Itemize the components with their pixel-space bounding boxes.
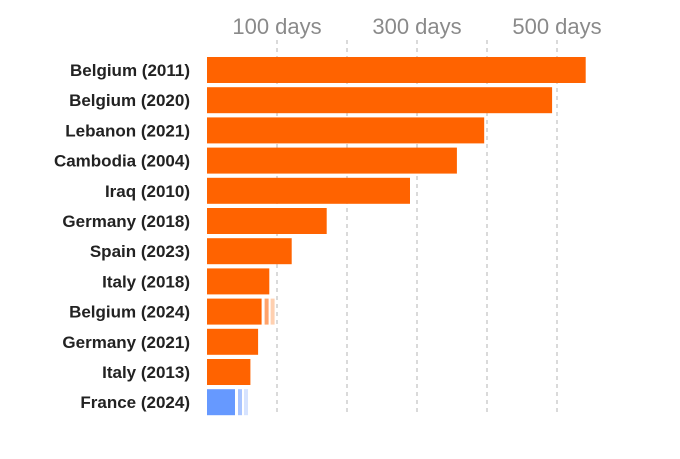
category-label: Iraq (2010) [105, 182, 190, 201]
category-label: Belgium (2011) [70, 61, 190, 80]
bar [207, 268, 270, 295]
category-label: Italy (2018) [102, 272, 190, 291]
bar [207, 238, 292, 265]
bar [207, 208, 327, 234]
bar [207, 147, 457, 174]
x-tick-label: 100 days [232, 14, 321, 39]
bar [207, 389, 235, 416]
category-label: Belgium (2020) [69, 91, 190, 110]
bar [207, 57, 586, 83]
category-label: France (2024) [80, 393, 190, 412]
bars [207, 57, 586, 416]
bar [207, 177, 410, 204]
x-tick-label: 300 days [372, 14, 461, 39]
category-label: Spain (2023) [90, 242, 190, 261]
category-label: Cambodia (2004) [54, 152, 190, 171]
bar-continuation-mark [238, 389, 242, 416]
category-labels: Belgium (2011) Belgium (2020) Lebanon (202… [54, 61, 190, 412]
bar [207, 328, 259, 355]
category-label: Belgium (2024) [69, 303, 190, 322]
category-label: Lebanon (2021) [65, 121, 190, 140]
bar [207, 117, 485, 144]
bar-continuation-mark [244, 389, 248, 416]
bar [207, 359, 251, 385]
bar-continuation-mark [270, 298, 275, 325]
x-tick-label: 500 days [512, 14, 601, 39]
bar [207, 298, 262, 325]
x-axis-ticks: 100 days 300 days 500 days [232, 14, 601, 39]
category-label: Germany (2021) [62, 333, 190, 352]
bar-continuation-mark [264, 298, 269, 325]
bar [207, 87, 553, 114]
category-label: Italy (2013) [102, 363, 190, 382]
category-label: Germany (2018) [62, 212, 190, 231]
